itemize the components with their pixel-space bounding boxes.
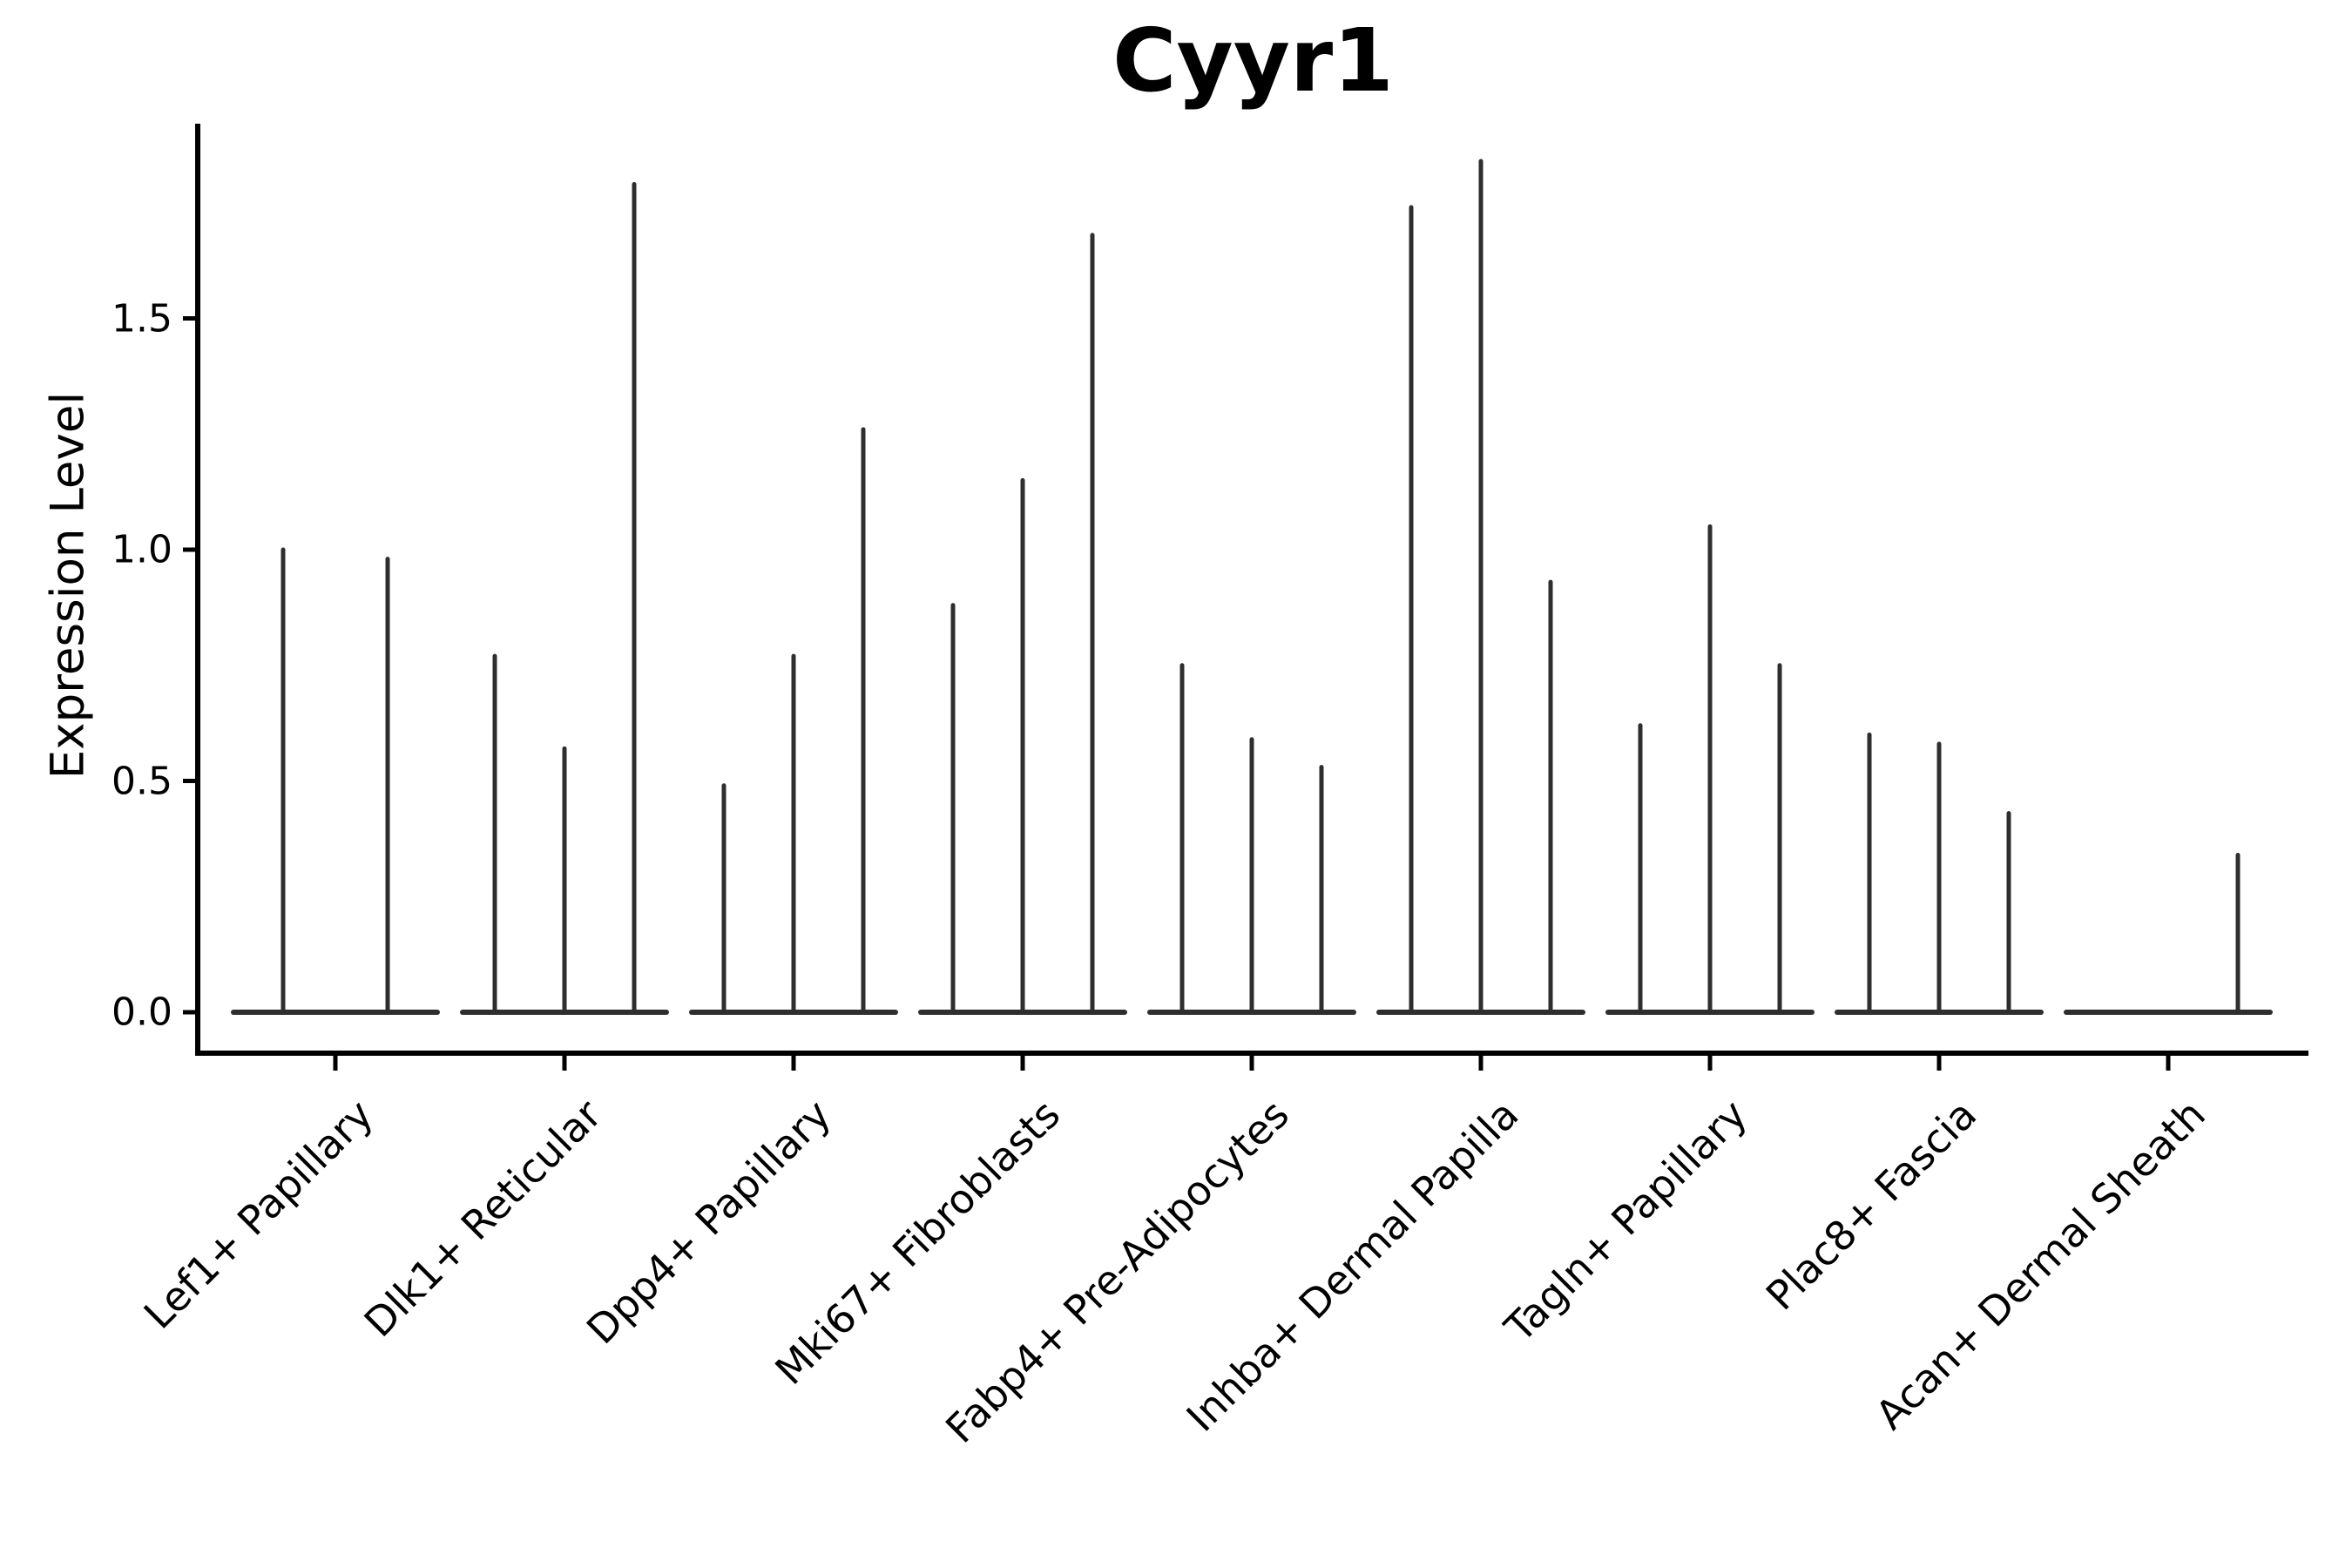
y-tick-label: 1.5	[112, 296, 172, 341]
chart-title: Cyyr1	[1112, 10, 1394, 112]
y-tick-label: 0.0	[112, 990, 172, 1035]
y-tick-label: 1.0	[112, 527, 172, 572]
y-tick-label: 0.5	[112, 759, 172, 803]
